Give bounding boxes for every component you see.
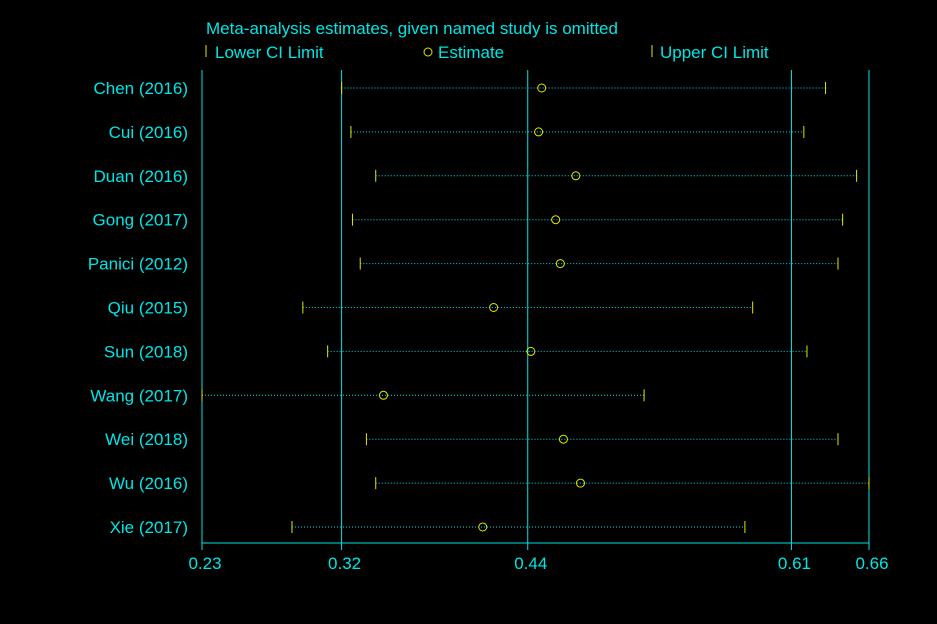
study-row: Xie (2017): [110, 518, 746, 537]
study-row: Panici (2012): [88, 255, 839, 274]
legend-estimate-label: Estimate: [438, 43, 504, 62]
study-row: Gong (2017): [93, 211, 844, 230]
study-row: Wei (2018): [105, 430, 839, 449]
study-label: Gong (2017): [93, 211, 188, 230]
x-tick-label: 0.44: [514, 554, 547, 573]
study-row: Chen (2016): [93, 79, 827, 98]
x-tick-label: 0.66: [855, 554, 888, 573]
study-row: Sun (2018): [104, 342, 808, 361]
study-label: Wu (2016): [109, 474, 188, 493]
estimate-marker: [551, 215, 561, 225]
study-rows: Chen (2016) Cui (2016) Duan (2016) Gong (20…: [88, 79, 870, 537]
study-label: Wei (2018): [105, 430, 188, 449]
chart-title: Meta-analysis estimates, given named stu…: [206, 19, 618, 38]
legend-estimate-marker: [423, 47, 433, 57]
study-row: Qiu (2015): [108, 299, 754, 318]
study-label: Xie (2017): [110, 518, 188, 537]
reference-lines: [201, 70, 870, 543]
study-row: Wu (2016): [109, 474, 870, 493]
study-row: Duan (2016): [93, 167, 858, 186]
study-label: Panici (2012): [88, 255, 188, 274]
estimate-marker: [478, 522, 488, 532]
study-row: Wang (2017): [90, 386, 645, 405]
legend-upper-label: Upper CI Limit: [660, 43, 769, 62]
estimate-marker: [526, 346, 536, 356]
estimate-marker: [558, 434, 568, 444]
x-axis: 0.23 0.32 0.44 0.61 0.66: [188, 542, 889, 573]
legend: Lower CI Limit Estimate Upper CI Limit: [205, 43, 769, 62]
estimate-marker: [575, 478, 585, 488]
study-label: Sun (2018): [104, 342, 188, 361]
x-tick-label: 0.32: [328, 554, 361, 573]
study-label: Cui (2016): [109, 123, 188, 142]
study-label: Duan (2016): [93, 167, 188, 186]
estimate-marker: [489, 303, 499, 312]
x-tick-label: 0.23: [188, 554, 221, 573]
estimate-marker: [378, 390, 388, 400]
study-label: Wang (2017): [90, 386, 188, 405]
estimate-marker: [571, 171, 581, 181]
legend-lower-label: Lower CI Limit: [215, 43, 324, 62]
study-row: Cui (2016): [109, 123, 805, 142]
estimate-marker: [537, 83, 547, 93]
estimate-marker: [534, 127, 544, 137]
x-tick-label: 0.61: [778, 554, 811, 573]
study-label: Chen (2016): [93, 79, 188, 98]
estimate-marker: [555, 259, 565, 269]
study-label: Qiu (2015): [108, 299, 188, 318]
